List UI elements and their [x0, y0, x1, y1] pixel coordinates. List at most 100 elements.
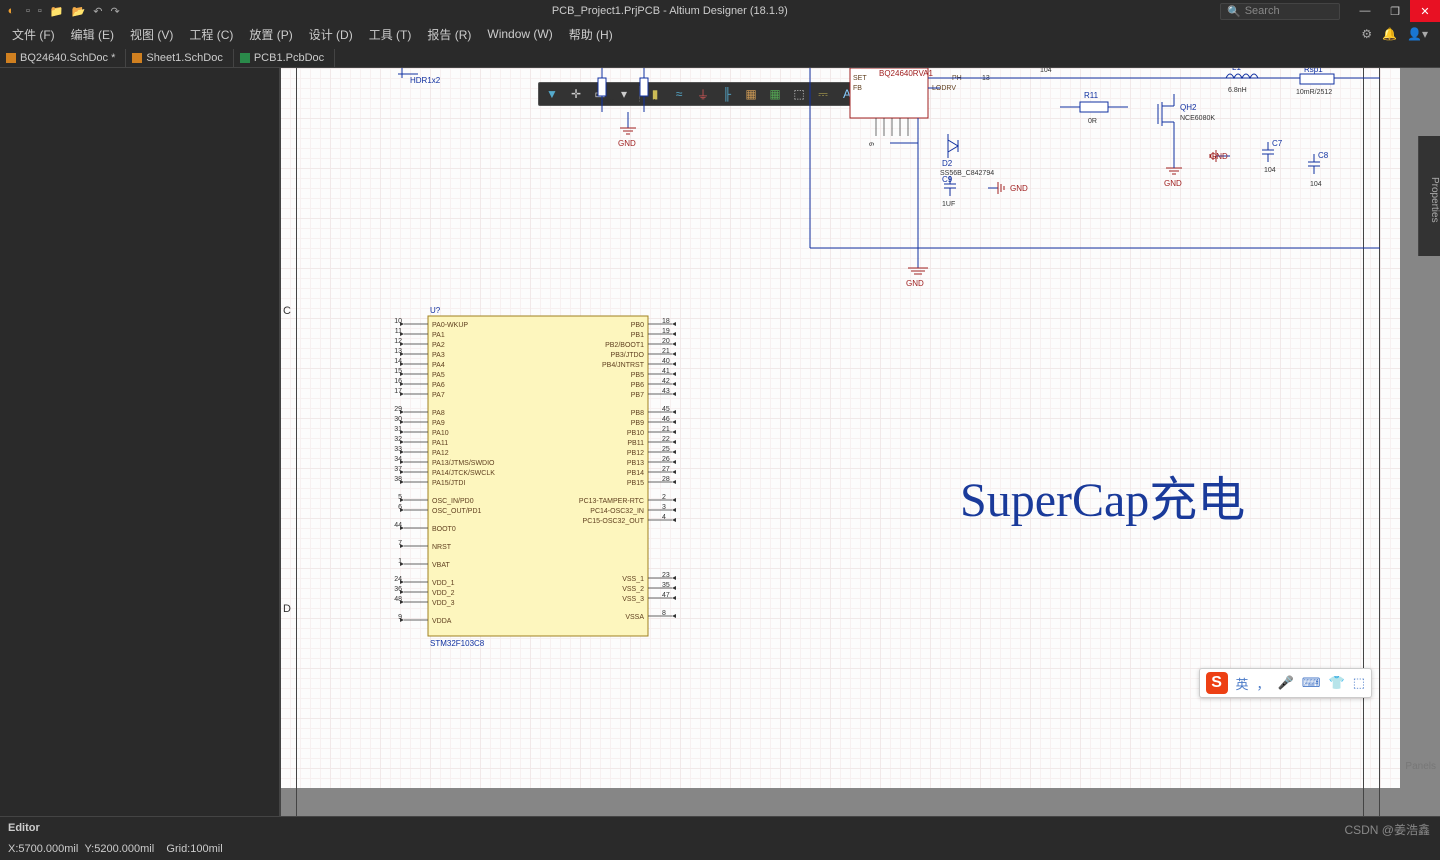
qat-redo-icon[interactable]: ↷	[110, 5, 119, 18]
gear-icon[interactable]: ⚙	[1361, 27, 1372, 41]
search-box[interactable]: 🔍 Search	[1220, 3, 1340, 20]
svg-text:PA12: PA12	[432, 450, 449, 457]
svg-text:18: 18	[662, 318, 670, 325]
gnd-c9	[988, 182, 1004, 194]
svg-text:PA3: PA3	[432, 352, 445, 359]
ime-toolbar[interactable]: S 英 ， 🎤 ⌨ 👕 ⬚	[1199, 668, 1372, 698]
quick-access-toolbar: ▫ ▫ 📁 📂 ↶ ↷	[22, 5, 120, 18]
svg-text:PC13-TAMPER-RTC: PC13-TAMPER-RTC	[579, 498, 644, 505]
svg-text:10mR/2512: 10mR/2512	[1296, 89, 1332, 96]
menu-project[interactable]: 工程 (C)	[181, 23, 241, 46]
tab-label: PCB1.PcbDoc	[254, 52, 324, 64]
svg-text:17: 17	[394, 388, 402, 395]
svg-text:GND: GND	[1010, 184, 1028, 193]
ime-punct[interactable]: ，	[1257, 674, 1270, 693]
canvas-wrap: C D 1 2 3 4 5 ▼ ✛ ▭ ▾ ▮ ≈ ⏚ ╟ ▦ ▦ ⬚ ⎓	[280, 68, 1440, 816]
menu-place[interactable]: 放置 (P)	[241, 23, 300, 46]
tab-label: BQ24640.SchDoc *	[20, 52, 115, 64]
svg-text:R11: R11	[1084, 91, 1099, 100]
ime-skin-icon[interactable]: 👕	[1329, 675, 1345, 691]
search-placeholder: Search	[1245, 5, 1280, 17]
svg-text:C9: C9	[942, 175, 953, 184]
svg-text:33: 33	[394, 446, 402, 453]
tab-bq24640[interactable]: BQ24640.SchDoc *	[0, 49, 126, 67]
tab-pcb1[interactable]: PCB1.PcbDoc	[234, 49, 335, 67]
svg-text:31: 31	[394, 426, 402, 433]
qat-undo-icon[interactable]: ↶	[93, 5, 102, 18]
svg-text:6: 6	[398, 504, 402, 511]
menu-design[interactable]: 设计 (D)	[301, 23, 361, 46]
menu-window[interactable]: Window (W)	[479, 24, 560, 44]
qat-open-icon[interactable]: 📁	[50, 5, 64, 18]
svg-text:14: 14	[394, 358, 402, 365]
svg-text:PA8: PA8	[432, 410, 445, 417]
menu-help[interactable]: 帮助 (H)	[561, 23, 621, 46]
svg-text:7: 7	[398, 540, 402, 547]
sch-icon	[132, 53, 142, 63]
svg-text:PB9: PB9	[631, 420, 644, 427]
svg-text:PB10: PB10	[627, 430, 644, 437]
svg-text:38: 38	[394, 476, 402, 483]
sch-icon	[6, 53, 16, 63]
svg-text:QH2: QH2	[1180, 103, 1197, 112]
svg-text:25: 25	[662, 446, 670, 453]
svg-text:40: 40	[662, 358, 670, 365]
svg-text:PA5: PA5	[432, 372, 445, 379]
hdr-label: HDR1x2	[410, 76, 441, 85]
svg-text:NCE6080K: NCE6080K	[1180, 115, 1215, 122]
inductor-l1[interactable]	[1226, 74, 1258, 78]
svg-text:VDDA: VDDA	[432, 618, 452, 625]
user-icon[interactable]: 👤▾	[1407, 27, 1428, 41]
project-sidebar[interactable]	[0, 68, 280, 816]
res-rsp1[interactable]	[1300, 74, 1334, 84]
svg-text:PB13: PB13	[627, 460, 644, 467]
menu-file[interactable]: 文件 (F)	[4, 23, 63, 46]
svg-text:11: 11	[395, 328, 402, 335]
schematic-canvas[interactable]: C D 1 2 3 4 5 ▼ ✛ ▭ ▾ ▮ ≈ ⏚ ╟ ▦ ▦ ⬚ ⎓	[280, 68, 1400, 788]
svg-text:PB11: PB11	[627, 440, 644, 447]
qat-save-icon[interactable]: ▫	[26, 5, 30, 18]
maximize-button[interactable]: ❐	[1380, 0, 1410, 22]
ime-kbd-icon[interactable]: ⌨	[1302, 675, 1321, 691]
minimize-button[interactable]: —	[1350, 0, 1380, 22]
svg-text:FB: FB	[853, 85, 862, 92]
menu-edit[interactable]: 编辑 (E)	[63, 23, 122, 46]
ime-lang[interactable]: 英	[1236, 674, 1249, 693]
menu-tools[interactable]: 工具 (T)	[361, 23, 420, 46]
svg-text:VSS_3: VSS_3	[622, 596, 644, 603]
svg-text:6.8nH: 6.8nH	[1228, 87, 1247, 94]
svg-text:104: 104	[1040, 68, 1052, 74]
close-button[interactable]: ✕	[1410, 0, 1440, 22]
menu-reports[interactable]: 报告 (R)	[419, 23, 479, 46]
svg-text:PB8: PB8	[631, 410, 644, 417]
svg-text:26: 26	[662, 456, 670, 463]
qat-folder-icon[interactable]: 📂	[72, 5, 86, 18]
svg-text:5: 5	[398, 494, 402, 501]
properties-panel-collapsed[interactable]: Properties	[1418, 136, 1440, 256]
svg-text:24: 24	[394, 576, 402, 583]
ic-stm32[interactable]: U?STM32F103C810PA0-WKUP11PA112PA213PA314…	[394, 306, 676, 648]
svg-text:16: 16	[394, 378, 402, 385]
ime-mic-icon[interactable]: 🎤	[1278, 675, 1294, 691]
pcb-icon	[240, 53, 250, 63]
bell-icon[interactable]: 🔔	[1382, 27, 1397, 41]
svg-text:GND: GND	[906, 279, 924, 288]
mosfet-qh2[interactable]	[1158, 94, 1174, 134]
res-r11[interactable]	[1080, 102, 1108, 112]
svg-text:PB6: PB6	[631, 382, 644, 389]
svg-text:PA4: PA4	[432, 362, 445, 369]
svg-text:GND: GND	[1210, 152, 1228, 161]
svg-text:32: 32	[394, 436, 402, 443]
menu-view[interactable]: 视图 (V)	[122, 23, 181, 46]
svg-text:PA11: PA11	[432, 440, 448, 447]
ime-menu-icon[interactable]: ⬚	[1353, 675, 1365, 691]
svg-text:PA14/JTCK/SWCLK: PA14/JTCK/SWCLK	[432, 470, 495, 477]
svg-text:OSC_IN/PD0: OSC_IN/PD0	[432, 498, 474, 505]
diode-d2[interactable]	[948, 134, 958, 158]
tab-sheet1[interactable]: Sheet1.SchDoc	[126, 49, 233, 67]
svg-text:46: 46	[662, 416, 670, 423]
svg-text:BOOT0: BOOT0	[432, 526, 456, 533]
svg-text:20: 20	[662, 338, 670, 345]
qat-save-all-icon[interactable]: ▫	[38, 5, 42, 18]
panels-button[interactable]: Panels	[1405, 761, 1436, 772]
